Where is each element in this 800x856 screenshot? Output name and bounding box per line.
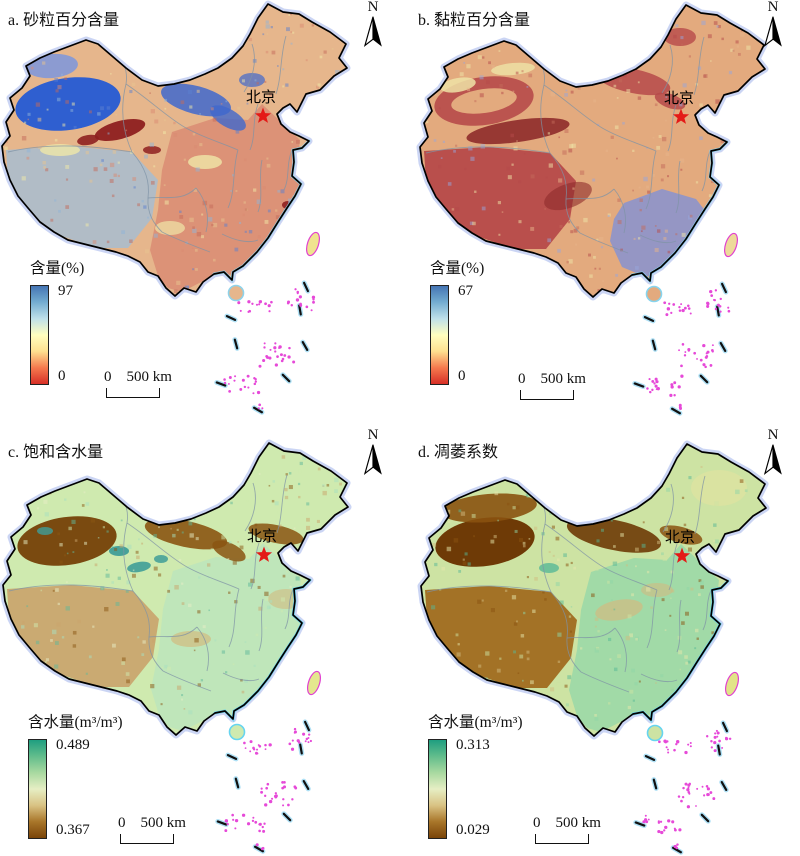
panel-title: d. 凋萎系数 <box>418 444 499 461</box>
panel-title: b. 黏粒百分含量 <box>418 12 531 29</box>
map-panel-d: d. 凋萎系数 N 北京 含水量(m³/m³) 0.313 0.029 0 50… <box>400 428 800 856</box>
beijing-label: 北京 <box>665 529 695 546</box>
scale-bar: 0 500 km <box>118 815 186 844</box>
north-arrow-icon <box>363 444 382 475</box>
legend-title: 含水量(m³/m³) <box>428 714 523 731</box>
hainan-island <box>645 285 663 303</box>
map-legend: 含水量(m³/m³) 0.489 0.367 <box>28 710 123 839</box>
north-label: N <box>367 428 379 443</box>
hainan-island <box>227 284 245 302</box>
hainan-island <box>646 724 664 742</box>
legend-min-value: 0 <box>58 368 66 384</box>
legend-min-value: 0.029 <box>456 822 490 838</box>
north-arrow: N <box>360 428 386 482</box>
map-legend: 含水量(m³/m³) 0.313 0.029 <box>428 710 523 839</box>
scale-zero-label: 0 <box>518 371 526 387</box>
beijing-label: 北京 <box>246 89 276 106</box>
scale-bracket-icon <box>520 390 574 400</box>
map-group: 北京 <box>416 1 769 416</box>
north-arrow: N <box>760 428 786 482</box>
scale-distance-label: 500 km <box>540 371 586 387</box>
taiwan-island <box>723 232 739 258</box>
beijing-label: 北京 <box>247 528 277 545</box>
scale-bracket-icon <box>535 834 589 844</box>
scale-bar: 0 500 km <box>518 371 586 400</box>
legend-colorbar <box>430 285 449 385</box>
legend-title: 含水量(m³/m³) <box>28 714 123 731</box>
legend-max-value: 97 <box>58 283 73 299</box>
map-group: 北京 <box>0 0 351 415</box>
north-arrow-icon <box>763 16 782 47</box>
scale-distance-label: 500 km <box>555 815 601 831</box>
map-legend: 含量(%) 97 0 <box>30 256 84 385</box>
china-map: 北京 <box>0 439 352 854</box>
scale-bar: 0 500 km <box>533 815 601 844</box>
scale-zero-label: 0 <box>118 815 126 831</box>
legend-max-value: 67 <box>458 283 473 299</box>
scale-bracket-icon <box>106 388 160 398</box>
beijing-star <box>255 546 273 562</box>
north-arrow: N <box>760 0 786 54</box>
beijing-label: 北京 <box>664 90 694 107</box>
scale-zero-label: 0 <box>104 369 112 385</box>
legend-title: 含量(%) <box>30 260 85 277</box>
taiwan-island <box>305 231 321 257</box>
scale-bar: 0 500 km <box>104 369 172 398</box>
panel-title: a. 砂粒百分含量 <box>8 12 120 29</box>
north-label: N <box>767 0 779 15</box>
scale-zero-label: 0 <box>533 815 541 831</box>
legend-max-value: 0.313 <box>456 737 490 753</box>
map-panel-a: a. 砂粒百分含量 N 北京 含量(%) 97 0 0 500 km <box>0 0 400 428</box>
legend-max-value: 0.489 <box>56 737 90 753</box>
map-panel-c: c. 饱和含水量 N 北京 含水量(m³/m³) 0.489 0.367 0 5… <box>0 428 400 856</box>
scale-bracket-icon <box>120 834 174 844</box>
legend-colorbar <box>28 739 47 839</box>
north-arrow-icon <box>363 16 382 47</box>
taiwan-island <box>724 671 740 697</box>
map-legend: 含量(%) 67 0 <box>430 256 484 385</box>
legend-min-value: 0 <box>458 368 466 384</box>
north-arrow-icon <box>763 444 782 475</box>
beijing-star <box>672 108 690 124</box>
china-map: 北京 <box>417 440 770 855</box>
legend-colorbar <box>30 285 49 385</box>
north-arrow: N <box>360 0 386 54</box>
beijing-star <box>254 107 272 123</box>
hainan-island <box>228 723 246 741</box>
scale-distance-label: 500 km <box>126 369 172 385</box>
scale-distance-label: 500 km <box>140 815 186 831</box>
north-label: N <box>367 0 379 15</box>
map-group: 北京 <box>0 439 352 854</box>
legend-colorbar <box>428 739 447 839</box>
china-map: 北京 <box>0 0 351 415</box>
map-group: 北京 <box>417 440 770 855</box>
china-map: 北京 <box>416 1 769 416</box>
taiwan-island <box>306 670 322 696</box>
legend-min-value: 0.367 <box>56 822 90 838</box>
panel-title: c. 饱和含水量 <box>8 444 104 461</box>
legend-title: 含量(%) <box>430 260 485 277</box>
beijing-star <box>673 547 691 563</box>
map-panel-b: b. 黏粒百分含量 N 北京 含量(%) 67 0 0 500 km <box>400 0 800 428</box>
north-label: N <box>767 428 779 443</box>
